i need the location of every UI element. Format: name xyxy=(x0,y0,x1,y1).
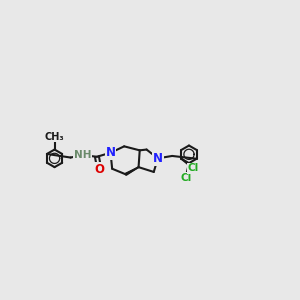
Text: O: O xyxy=(94,163,104,176)
Text: N: N xyxy=(153,152,163,165)
Text: N: N xyxy=(106,146,116,159)
Text: Cl: Cl xyxy=(181,172,192,183)
Polygon shape xyxy=(125,167,139,175)
Text: Cl: Cl xyxy=(188,163,199,173)
Text: NH: NH xyxy=(74,150,91,160)
Text: CH₃: CH₃ xyxy=(45,132,64,142)
